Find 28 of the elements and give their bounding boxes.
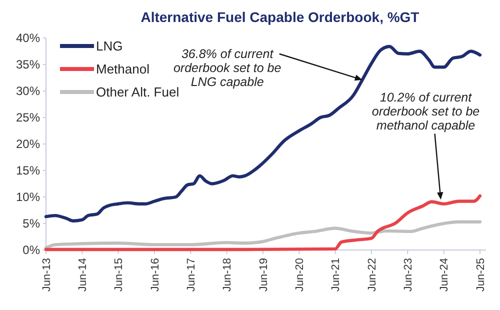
x-tick-label: Jun-17 bbox=[186, 258, 198, 292]
y-tick-label: 20% bbox=[16, 137, 40, 151]
y-tick-label: 35% bbox=[16, 58, 40, 72]
x-tick-label: Jun-22 bbox=[366, 258, 378, 292]
line-series bbox=[44, 194, 482, 252]
x-tick-label: Jun-14 bbox=[76, 258, 89, 292]
y-tick-label: 15% bbox=[16, 164, 40, 178]
y-tick-label: 40% bbox=[16, 31, 40, 45]
line-series bbox=[44, 220, 482, 250]
x-tick-label: Jun-21 bbox=[330, 258, 342, 292]
x-tick-label: Jun-15 bbox=[113, 258, 126, 292]
legend-label: Methanol bbox=[96, 62, 150, 77]
y-tick-label: 30% bbox=[16, 84, 40, 98]
x-tick-label: Jun-23 bbox=[402, 258, 414, 292]
x-tick-label: Jun-25 bbox=[474, 258, 487, 292]
x-tick-label: Jun-18 bbox=[222, 258, 234, 292]
legend-label: LNG bbox=[96, 38, 123, 54]
chart-title: Alternative Fuel Capable Orderbook, %GT bbox=[140, 9, 420, 25]
x-tick-label: Jun-19 bbox=[258, 258, 270, 292]
x-tick-label: Jun-13 bbox=[40, 258, 53, 292]
x-tick-label: Jun-24 bbox=[438, 258, 451, 292]
y-tick-label: 0% bbox=[22, 243, 40, 257]
y-tick-label: 25% bbox=[16, 110, 40, 124]
x-tick-label: Jun-16 bbox=[149, 258, 162, 292]
y-tick-label: 5% bbox=[22, 216, 40, 230]
y-tick-label: 10% bbox=[16, 190, 40, 204]
x-tick-label: Jun-20 bbox=[294, 258, 306, 292]
annotation: 10.2% of current orderbook set to be methanol capable bbox=[372, 90, 480, 133]
